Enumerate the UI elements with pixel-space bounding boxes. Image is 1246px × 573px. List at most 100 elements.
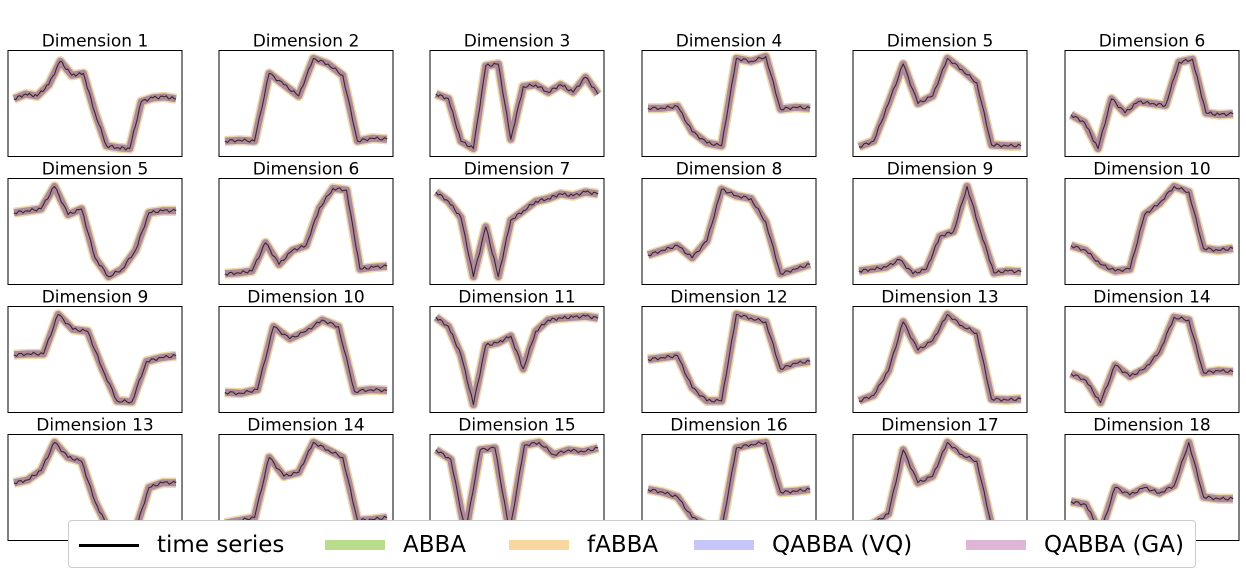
panel-1: Dimension 1 (7, 32, 183, 157)
series-time-series-overlay (13, 313, 177, 404)
legend-swatch-fabba (509, 540, 569, 550)
panel-18: Dimension 14 (1064, 288, 1240, 413)
series-qabba-ga (857, 438, 1022, 534)
panel-frame (1064, 306, 1240, 413)
series-time-series (858, 185, 1022, 275)
panel-frame (1064, 50, 1240, 157)
legend-item-time-series: time series (79, 521, 284, 569)
panel-14: Dimension 10 (218, 288, 394, 413)
legend-swatch-abba (325, 540, 385, 550)
series-time-series-overlay (435, 314, 599, 406)
legend-label-time-series: time series (157, 532, 285, 558)
legend-label-qabba-ga: QABBA (GA) (1044, 532, 1184, 558)
legend-item-qabba-vq: QABBA (VQ) (694, 521, 912, 569)
series-time-series-overlay (647, 441, 811, 531)
panel-title: Dimension 9 (887, 160, 994, 180)
panel-frame (429, 50, 605, 157)
series-time-series-overlay (13, 60, 176, 151)
series-time-series-overlay (858, 313, 1022, 402)
series-time-series-overlay (13, 185, 177, 278)
panel-3: Dimension 3 (429, 32, 605, 157)
series-time-series-overlay (224, 187, 388, 276)
panel-title: Dimension 10 (1093, 160, 1210, 180)
panel-title: Dimension 14 (247, 416, 364, 436)
series-qabba-vq (858, 182, 1022, 278)
series-time-series-overlay (224, 57, 388, 144)
panel-7: Dimension 5 (7, 160, 183, 285)
panel-6: Dimension 6 (1064, 32, 1240, 157)
series-time-series-overlay (1070, 58, 1234, 150)
series-qabba-ga (857, 54, 1021, 150)
series-fabba (224, 183, 388, 279)
panel-9: Dimension 7 (429, 160, 605, 285)
series-time-series-overlay (13, 441, 177, 533)
series-qabba-ga (224, 438, 388, 527)
panel-title: Dimension 13 (36, 416, 153, 436)
series-abba (858, 181, 1022, 279)
panel-frame (1064, 178, 1240, 285)
series-time-series-overlay (435, 190, 599, 278)
panel-title: Dimension 16 (670, 416, 787, 436)
legend-label-abba: ABBA (403, 532, 467, 558)
panel-frame (852, 50, 1028, 157)
panel-title: Dimension 7 (464, 160, 571, 180)
panel-19: Dimension 13 (7, 416, 183, 541)
panel-22: Dimension 16 (641, 416, 817, 541)
panel-8: Dimension 6 (218, 160, 394, 285)
series-time-series-overlay (647, 55, 811, 147)
panel-4: Dimension 4 (641, 32, 817, 157)
panel-frame (641, 306, 817, 413)
panel-frame (429, 178, 605, 285)
panel-frame (429, 306, 605, 413)
panel-title: Dimension 5 (887, 32, 994, 52)
series-time-series-overlay (647, 313, 811, 403)
series-qabba-ga (12, 57, 177, 153)
panel-title: Dimension 6 (253, 160, 360, 180)
series-time-series-overlay (224, 319, 388, 396)
legend-item-abba: ABBA (325, 521, 466, 569)
series-fabba (858, 181, 1022, 279)
series-time-series-overlay (435, 62, 599, 150)
series-time-series-overlay (647, 188, 811, 275)
panel-title: Dimension 12 (670, 288, 787, 308)
series-time-series-overlay (1070, 185, 1234, 273)
panel-5: Dimension 5 (852, 32, 1028, 157)
panel-title: Dimension 15 (458, 416, 575, 436)
legend-item-fabba: fABBA (509, 521, 658, 569)
panel-title: Dimension 10 (247, 288, 364, 308)
panel-title: Dimension 9 (42, 288, 149, 308)
panel-title: Dimension 8 (676, 160, 783, 180)
legend-item-qabba-ga: QABBA (GA) (966, 521, 1184, 569)
series-time-series-overlay (858, 57, 1022, 148)
series-qabba-ga (434, 60, 601, 153)
series-qabba-ga (858, 182, 1022, 278)
panel-title: Dimension 2 (253, 32, 360, 52)
panel-title: Dimension 13 (881, 288, 998, 308)
legend-swatch-qabba-vq (694, 540, 754, 550)
panel-13: Dimension 9 (7, 288, 183, 413)
panel-frame (218, 50, 394, 157)
series-qabba-vq (646, 185, 812, 278)
panel-frame (218, 178, 394, 285)
series-qabba-ga (224, 54, 388, 145)
series-time-series-overlay (435, 441, 599, 534)
panel-2: Dimension 2 (218, 32, 394, 157)
panel-title: Dimension 1 (42, 32, 149, 52)
panel-frame (7, 306, 183, 413)
panel-title: Dimension 11 (458, 288, 575, 308)
panel-10: Dimension 8 (641, 160, 817, 285)
panel-12: Dimension 10 (1064, 160, 1240, 285)
series-fabba (646, 184, 812, 279)
panel-17: Dimension 13 (852, 288, 1028, 413)
panel-frame (852, 306, 1028, 413)
panel-title: Dimension 14 (1093, 288, 1210, 308)
legend: time series ABBA fABBA QABBA (VQ) QABBA … (68, 520, 1196, 568)
series-time-series-overlay (858, 185, 1022, 275)
series-qabba-ga (646, 185, 812, 278)
series-qabba-ga (1069, 182, 1234, 275)
series-time-series (647, 188, 811, 276)
series-qabba-ga (433, 312, 599, 409)
series-abba (646, 184, 812, 279)
panel-title: Dimension 17 (881, 416, 998, 436)
